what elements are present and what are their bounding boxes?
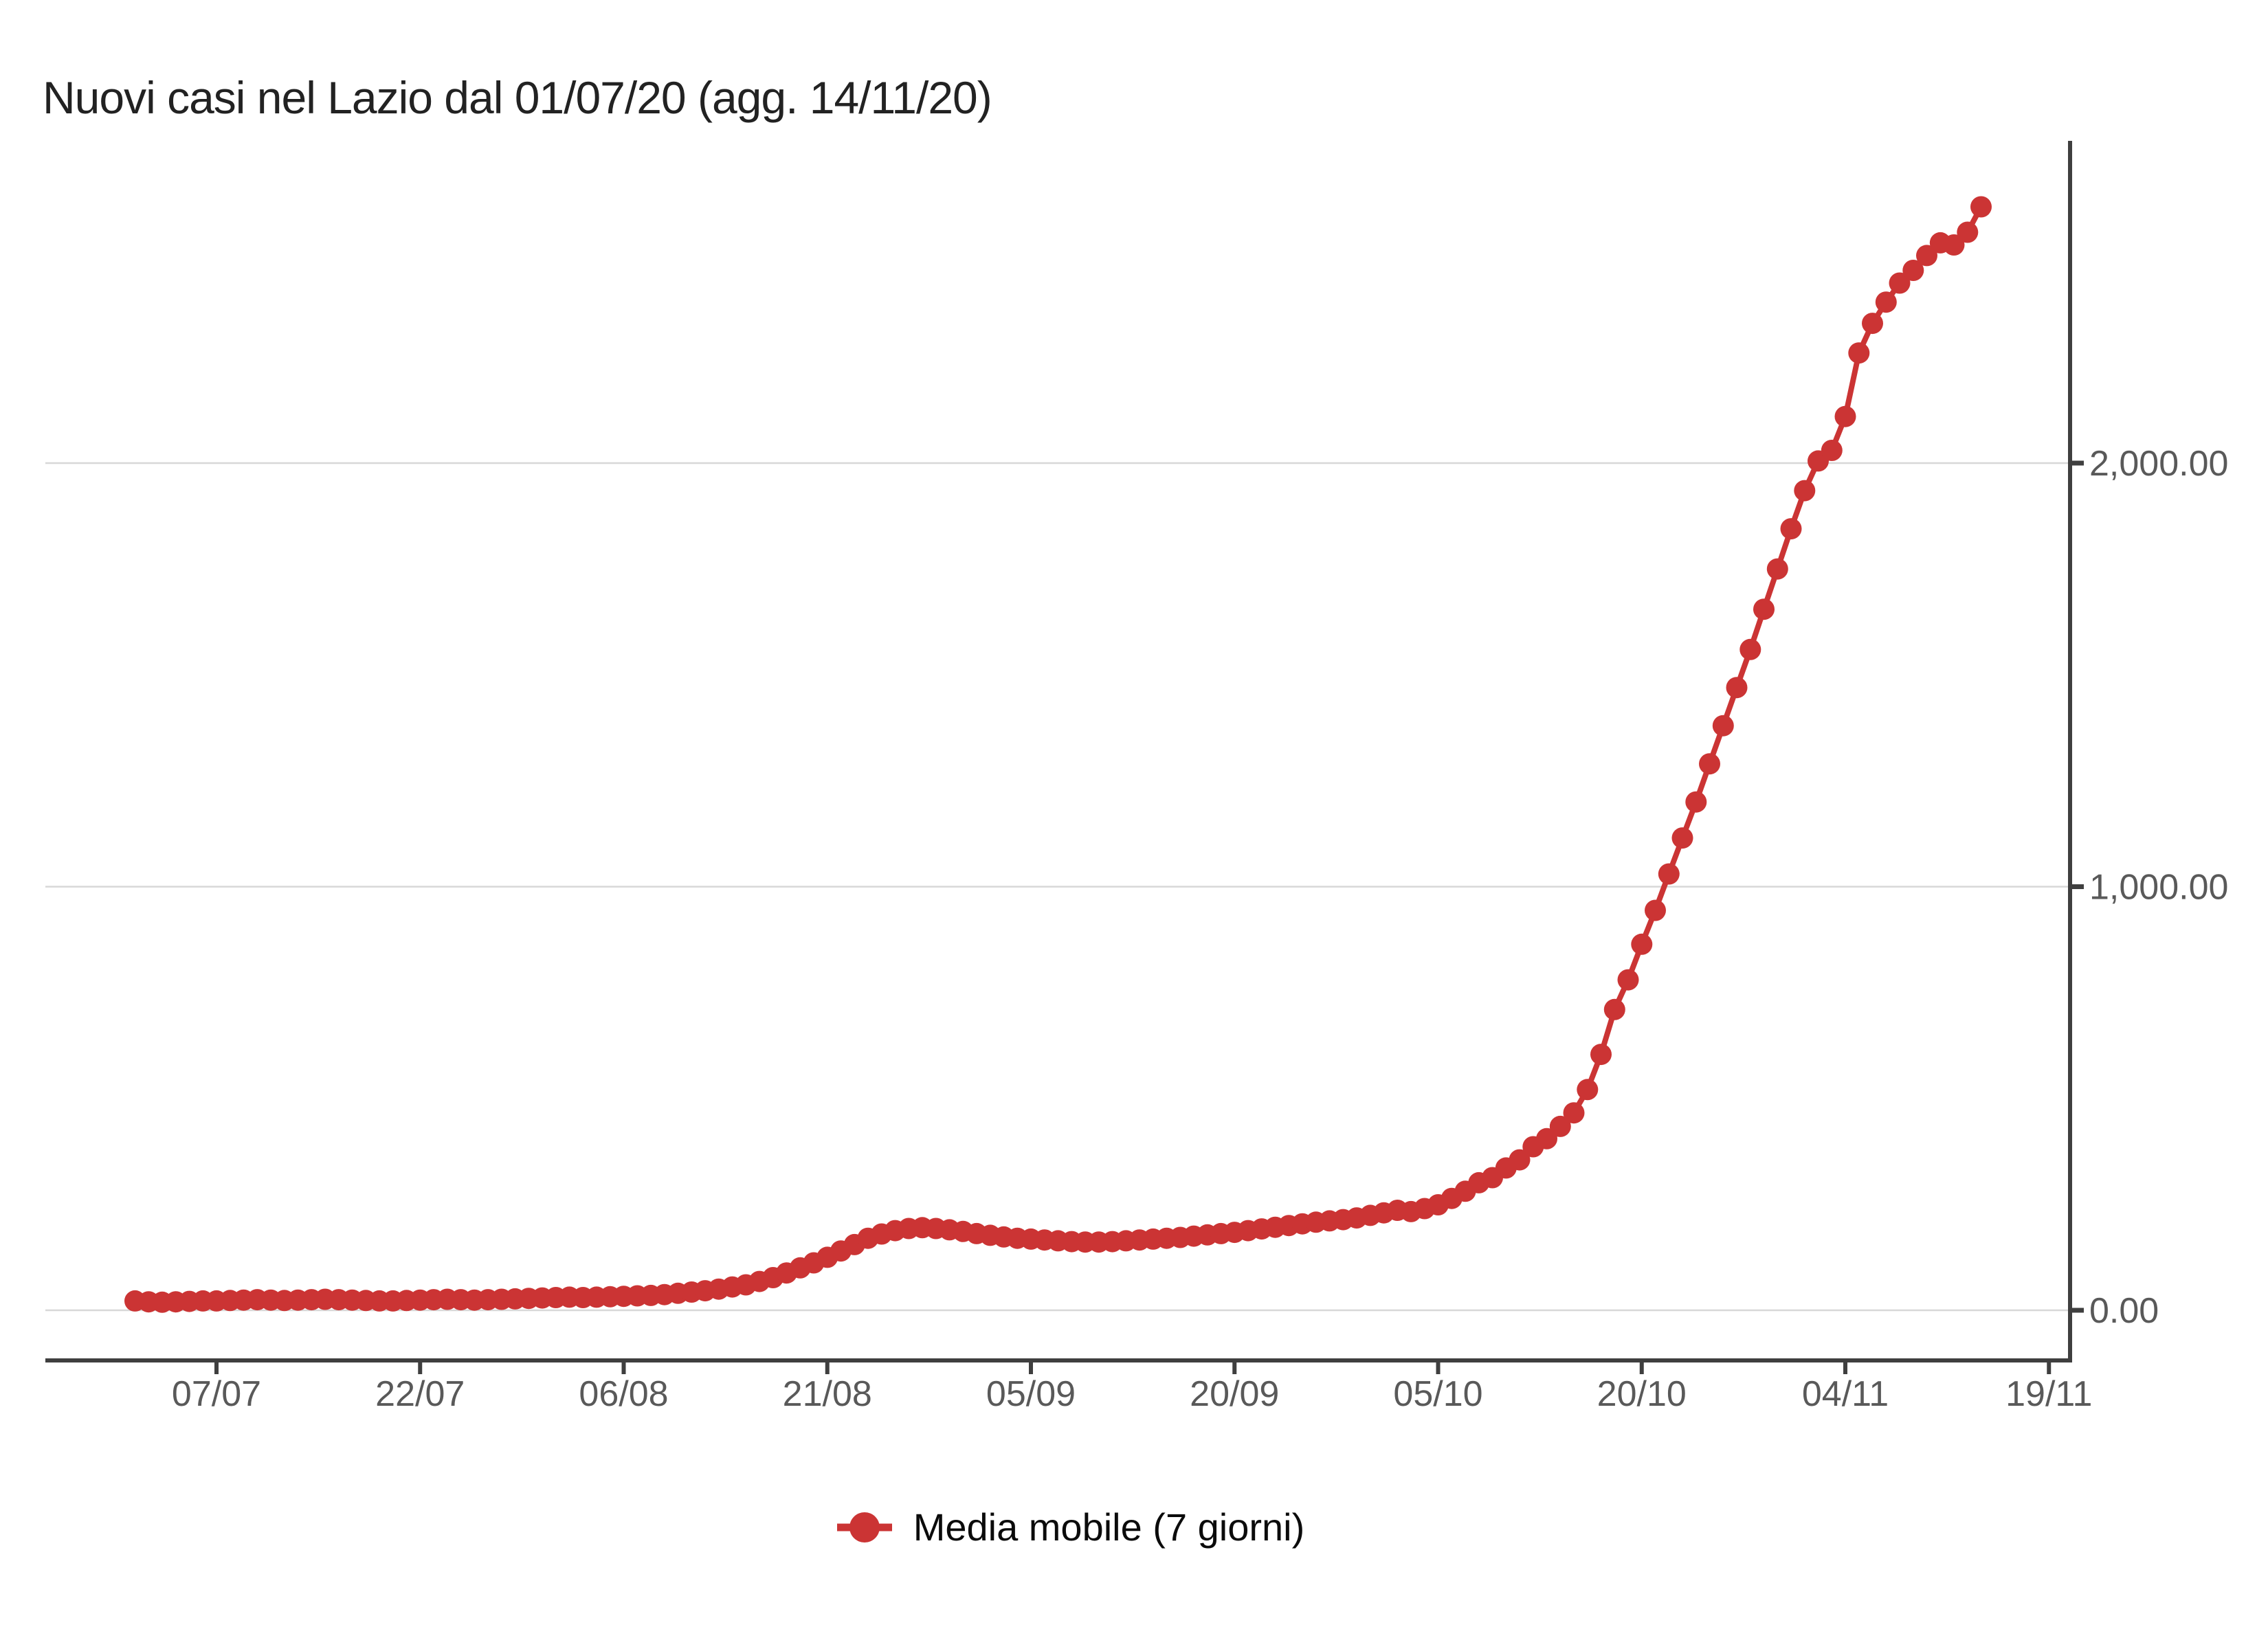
data-point-marker [1902, 260, 1924, 281]
y-tick-label: 2,000.00 [2089, 444, 2228, 484]
data-point-marker [1780, 518, 1802, 540]
data-point-marker [1685, 791, 1707, 813]
data-point-marker [1943, 234, 1965, 256]
data-point-marker [1712, 715, 1734, 737]
data-point-marker [1658, 863, 1680, 885]
data-point-marker [1699, 753, 1720, 775]
x-tick-label: 05/10 [1393, 1374, 1482, 1414]
data-point-marker [1889, 272, 1911, 294]
data-point-marker [1916, 245, 1937, 267]
chart-title: Nuovi casi nel Lazio dal 01/07/20 (agg. … [43, 72, 992, 123]
data-point-marker [1509, 1149, 1531, 1171]
y-tick-label: 1,000.00 [2089, 868, 2228, 908]
x-tick-label: 07/07 [172, 1374, 261, 1414]
x-tick-label: 19/11 [2005, 1374, 2092, 1414]
y-tick-label: 0.00 [2089, 1291, 2159, 1331]
data-point-marker [1821, 440, 1843, 461]
data-point-marker [1753, 598, 1775, 620]
x-tick-label: 05/09 [986, 1374, 1076, 1414]
data-point-marker [1645, 899, 1666, 921]
legend-marker-icon [836, 1512, 892, 1543]
data-point-marker [1739, 638, 1761, 660]
data-point-marker [1671, 827, 1693, 849]
x-tick-label: 21/08 [783, 1374, 872, 1414]
series-line [135, 205, 1984, 1305]
data-point-marker [1536, 1128, 1557, 1149]
data-point-marker [1590, 1044, 1612, 1066]
data-point-marker [1862, 313, 1883, 335]
legend-label: Media mobile (7 giorni) [913, 1505, 1305, 1549]
x-tick-label: 22/07 [375, 1374, 465, 1414]
data-point-marker [1617, 969, 1639, 991]
x-tick-label: 06/08 [579, 1374, 668, 1414]
legend-dot [849, 1512, 880, 1543]
x-tick-label: 04/11 [1802, 1374, 1889, 1414]
data-point-marker [1875, 291, 1897, 313]
data-point-marker [1834, 405, 1856, 427]
legend: Media mobile (7 giorni) [0, 1505, 2268, 1549]
data-point-marker [1631, 933, 1653, 955]
data-point-marker [1970, 196, 1992, 218]
data-point-marker [1957, 221, 1979, 243]
data-point-marker [1848, 342, 1870, 364]
data-point-marker [1726, 677, 1748, 699]
data-point-marker [1563, 1102, 1585, 1124]
data-point-marker [1549, 1115, 1571, 1137]
data-point-marker [1577, 1079, 1599, 1101]
data-point-marker [1766, 558, 1788, 580]
x-tick-label: 20/10 [1597, 1374, 1687, 1414]
x-tick-label: 20/09 [1190, 1374, 1279, 1414]
data-point-marker [1603, 998, 1625, 1020]
data-point-marker [1794, 480, 1816, 502]
